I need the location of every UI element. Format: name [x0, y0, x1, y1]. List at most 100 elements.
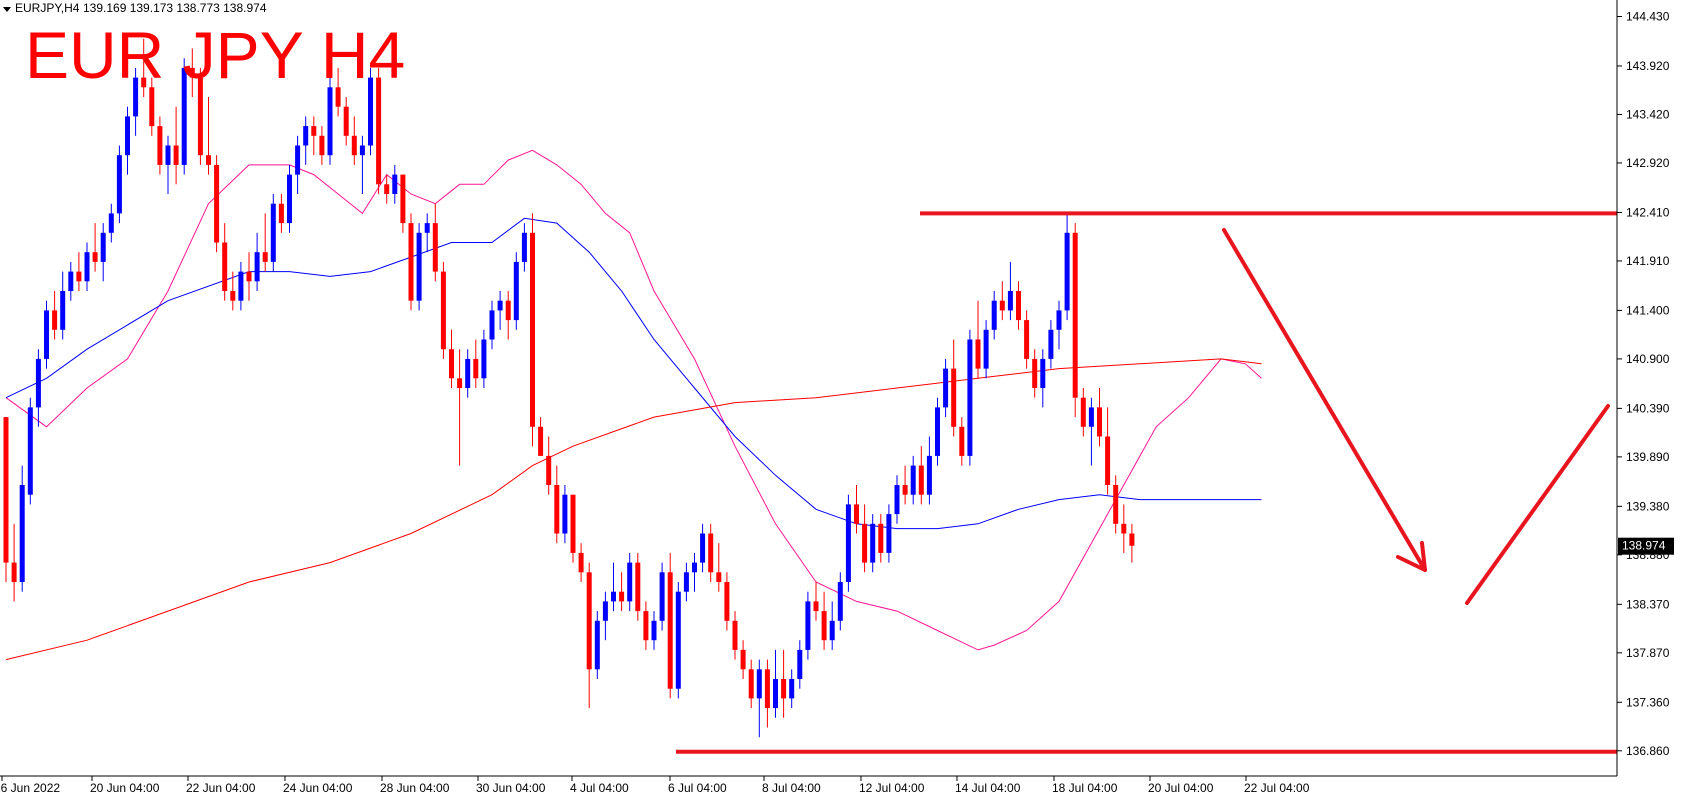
moving-average-line [5, 149, 1262, 651]
candle [1097, 388, 1102, 447]
candle [108, 203, 114, 243]
candle-body [100, 232, 106, 262]
candle [343, 97, 349, 146]
symbol-timeframe: EURJPY,H4 [15, 1, 80, 15]
candle [230, 271, 236, 311]
candle-body [133, 77, 139, 117]
candle-body [619, 591, 625, 602]
candle-body [902, 485, 908, 495]
candle [497, 291, 503, 330]
candle [1040, 349, 1046, 408]
candle-body [432, 223, 438, 272]
candle [11, 523, 17, 602]
candle-body [821, 611, 827, 641]
candle [35, 349, 41, 427]
candle [619, 572, 625, 612]
candle [1032, 349, 1038, 398]
price-tick-label: 141.400 [1626, 303, 1670, 317]
candle [1121, 504, 1127, 553]
candles-layer [3, 38, 1135, 738]
time-tick-label: 14 Jul 04:00 [955, 781, 1021, 795]
candle-body [667, 572, 673, 689]
up-trend-line[interactable] [1465, 404, 1610, 605]
candle [805, 591, 811, 660]
candle [408, 213, 414, 311]
candle-body [262, 252, 268, 262]
candle [1088, 397, 1094, 466]
candle-body [149, 87, 155, 127]
candle-body [457, 378, 463, 388]
candle [133, 67, 139, 136]
candle-body [845, 504, 851, 582]
candle [295, 135, 301, 194]
candle [724, 572, 730, 631]
candle-body [141, 77, 147, 88]
time-axis-ticks: 16 Jun 2022 20 Jun 04:00 22 Jun 04:00 24 Ju… [0, 776, 1310, 795]
candle-body [886, 514, 892, 553]
candle-body [181, 67, 187, 165]
dropdown-triangle-icon[interactable] [3, 7, 11, 12]
candle-body [764, 669, 770, 709]
candle-body [724, 582, 730, 621]
candle-body [837, 582, 843, 621]
candle-body [52, 310, 58, 330]
candle-body [546, 455, 552, 485]
time-tick-label: 12 Jul 04:00 [859, 781, 925, 795]
candle-body [222, 242, 228, 291]
candle-body [611, 591, 616, 602]
candle-body [1032, 358, 1038, 388]
candle-body [416, 232, 422, 301]
candle [68, 261, 74, 301]
candle [214, 155, 220, 253]
candle [1024, 310, 1030, 369]
price-tick-label: 137.870 [1626, 646, 1670, 660]
candle-body [999, 300, 1005, 311]
candle-body [125, 116, 130, 156]
candle-body [246, 271, 252, 282]
candle-body [562, 494, 568, 534]
chart-header: EURJPY,H4 139.169 139.173 138.773 138.97… [3, 1, 267, 15]
candle [1080, 388, 1086, 437]
candle [926, 436, 932, 505]
candle-body [392, 174, 398, 194]
candle-body [465, 358, 471, 388]
candle-body [1024, 320, 1030, 359]
candle [562, 485, 568, 544]
price-tick-label: 143.420 [1626, 107, 1670, 121]
candle [999, 281, 1005, 321]
time-tick-label: 6 Jul 04:00 [668, 781, 727, 795]
candle-body [287, 174, 292, 224]
candle-body [813, 601, 819, 612]
candle-body [384, 184, 390, 194]
candle [19, 465, 25, 592]
candle-body [1040, 358, 1046, 388]
price-tick-label: 140.390 [1626, 401, 1670, 415]
candle-body [303, 126, 309, 146]
candle-body [1097, 407, 1102, 437]
candle-body [635, 562, 641, 612]
candle-body [959, 426, 965, 456]
candle [983, 320, 989, 379]
down-arrow[interactable] [1222, 228, 1427, 572]
moving-average-layer [5, 149, 1262, 661]
candle-body [692, 562, 697, 573]
candle-body [319, 135, 325, 156]
candle [870, 514, 876, 573]
candle-body [424, 223, 430, 233]
candle-body [214, 164, 220, 243]
candle-body [76, 271, 82, 282]
candle [254, 232, 260, 291]
candle-body [570, 494, 576, 553]
candle-body [408, 223, 414, 301]
candle [173, 106, 179, 185]
candle-body [359, 145, 365, 156]
candle-body [991, 300, 997, 330]
candle-body [1016, 291, 1021, 321]
candle [400, 174, 406, 233]
candle-body [659, 572, 665, 621]
candle [878, 514, 884, 563]
candle-body [1105, 436, 1111, 485]
